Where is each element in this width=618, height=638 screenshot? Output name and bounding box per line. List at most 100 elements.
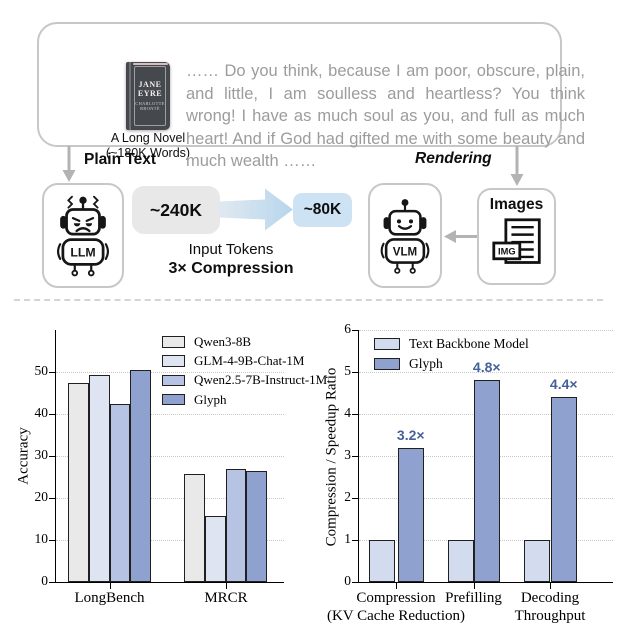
y-tick-label: 0 (344, 573, 351, 588)
legend-swatch (374, 338, 400, 350)
legend-label: GLM-4-9B-Chat-1M (194, 353, 305, 369)
arrow-down-right-icon (510, 146, 524, 186)
y-tick (49, 455, 56, 457)
y-tick-label: 30 (34, 447, 49, 462)
gridline (56, 371, 284, 373)
bar-value-label: 4.4× (549, 376, 578, 393)
vlm-robot-happy-icon: VLM (380, 198, 430, 274)
book-title: JANE EYRE (137, 80, 163, 98)
rendering-label: Rendering (415, 150, 492, 167)
category-label: Compression (KV Cache Reduction) (326, 590, 466, 624)
tokens-before-badge: ~240K (132, 186, 220, 234)
y-tick (49, 581, 56, 583)
legend: Text Backbone Model Glyph (374, 336, 529, 372)
images-label: Images (489, 196, 544, 213)
bar-glyph (398, 447, 424, 582)
img-badge-label: IMG (498, 247, 516, 257)
arrow-left-icon (444, 230, 478, 243)
gridline (56, 497, 284, 499)
legend-item: GLM-4-9B-Chat-1M (162, 353, 327, 369)
y-tick-label: 20 (34, 489, 49, 504)
legend-item: Text Backbone Model (374, 336, 529, 352)
y-tick (352, 329, 359, 331)
y-tick-label: 4 (344, 405, 351, 420)
legend-swatch (162, 336, 185, 348)
bar-text-backbone-model (524, 540, 550, 582)
llm-label: LLM (70, 245, 95, 259)
y-tick (352, 581, 359, 583)
token-caption: Input Tokens 3× Compression (148, 241, 314, 278)
category-label: MRCR (204, 590, 248, 606)
plain-text-label: Plain Text (84, 151, 157, 168)
x-tick (550, 582, 551, 589)
bar-qwen2-5-7b-instruct-1m (225, 469, 247, 582)
bar-glyph (130, 369, 152, 582)
bar-text-backbone-model (369, 540, 395, 582)
legend-swatch (374, 358, 400, 370)
bar-text-backbone-model (448, 540, 474, 582)
bar-value-label: 3.2× (396, 426, 425, 443)
vlm-label: VLM (393, 246, 417, 258)
x-tick (226, 582, 227, 589)
legend-label: Qwen2.5-7B-Instruct-1M (194, 372, 328, 388)
category-label: Decoding Throughput (514, 590, 586, 624)
llm-box: LLM (42, 183, 124, 288)
compression-ratio-label: 3× Compression (168, 260, 294, 277)
gridline (56, 455, 284, 457)
novel-excerpt-text: …… Do you think, because I am poor, obsc… (186, 62, 585, 170)
novel-box: JANE EYRE CHARLOTTE BRONTË A Long Novel (~… (37, 22, 585, 170)
gridline (359, 329, 613, 331)
y-tick (49, 413, 56, 415)
tokens-after-badge: ~80K (293, 193, 352, 227)
y-tick-label: 6 (344, 321, 351, 336)
dashed-separator (14, 299, 603, 301)
y-tick-label: 2 (344, 489, 351, 504)
bar-qwen2-5-7b-instruct-1m (109, 403, 131, 582)
y-tick-label: 0 (41, 573, 48, 588)
legend-item: Glyph (162, 392, 327, 408)
arrow-down-left-icon (62, 146, 76, 182)
y-tick-label: 5 (344, 363, 351, 378)
legend-label: Glyph (194, 391, 227, 407)
bar-qwen3-8b (184, 473, 205, 582)
book-author: CHARLOTTE BRONTË (135, 101, 165, 111)
bar-value-label: 4.8× (472, 359, 501, 376)
bar-qwen3-8b (68, 382, 89, 582)
bar-glm-4-9b-chat-1m (88, 375, 110, 582)
vlm-box: VLM (368, 183, 442, 288)
speedup-chart: 0 1 2 3 4 5 6 3.2× 4.8× 4.4× Compression (KV Cache… (327, 321, 613, 624)
bar-glyph (551, 397, 577, 582)
accuracy-chart: 0 10 20 30 40 50 LongBench MRCR Qwen3-8B GLM-4-9B… (35, 330, 327, 606)
x-tick (109, 582, 111, 589)
novel-caption: A Long Novel (~180K Words) (105, 131, 191, 160)
bar-glm-4-9b-chat-1m (204, 515, 226, 582)
category-label: Prefilling (445, 590, 502, 606)
gridline (359, 371, 613, 373)
llm-robot-sad-icon: LLM (56, 195, 110, 276)
legend-label: Qwen3-8B (194, 334, 252, 349)
y-tick-label: 10 (34, 531, 49, 546)
legend-label: Glyph (409, 356, 443, 371)
legend-item: Qwen2.5-7B-Instruct-1M (162, 372, 327, 388)
bar-glyph (246, 471, 268, 582)
compression-arrow-icon (219, 188, 293, 231)
legend: Qwen3-8B GLM-4-9B-Chat-1M Qwen2.5-7B-Instr… (162, 334, 327, 408)
y-tick-label: 3 (344, 447, 351, 462)
book-cover-jane-eyre: JANE EYRE CHARLOTTE BRONTË (126, 62, 170, 130)
images-box: Images IMG (477, 188, 556, 285)
legend-swatch (162, 393, 185, 406)
legend-label: Text Backbone Model (409, 336, 529, 351)
y-tick (49, 497, 56, 499)
gridline (56, 413, 284, 415)
y-tick (352, 455, 359, 457)
img-document-icon: IMG (491, 218, 541, 264)
y-tick (352, 497, 359, 499)
y-tick (352, 413, 359, 415)
y-tick-label: 50 (34, 363, 49, 378)
y-tick (352, 371, 359, 373)
input-tokens-label: Input Tokens (188, 241, 274, 258)
legend-item: Qwen3-8B (162, 334, 327, 350)
category-label: LongBench (74, 590, 145, 606)
y-tick-label: 1 (344, 531, 351, 546)
